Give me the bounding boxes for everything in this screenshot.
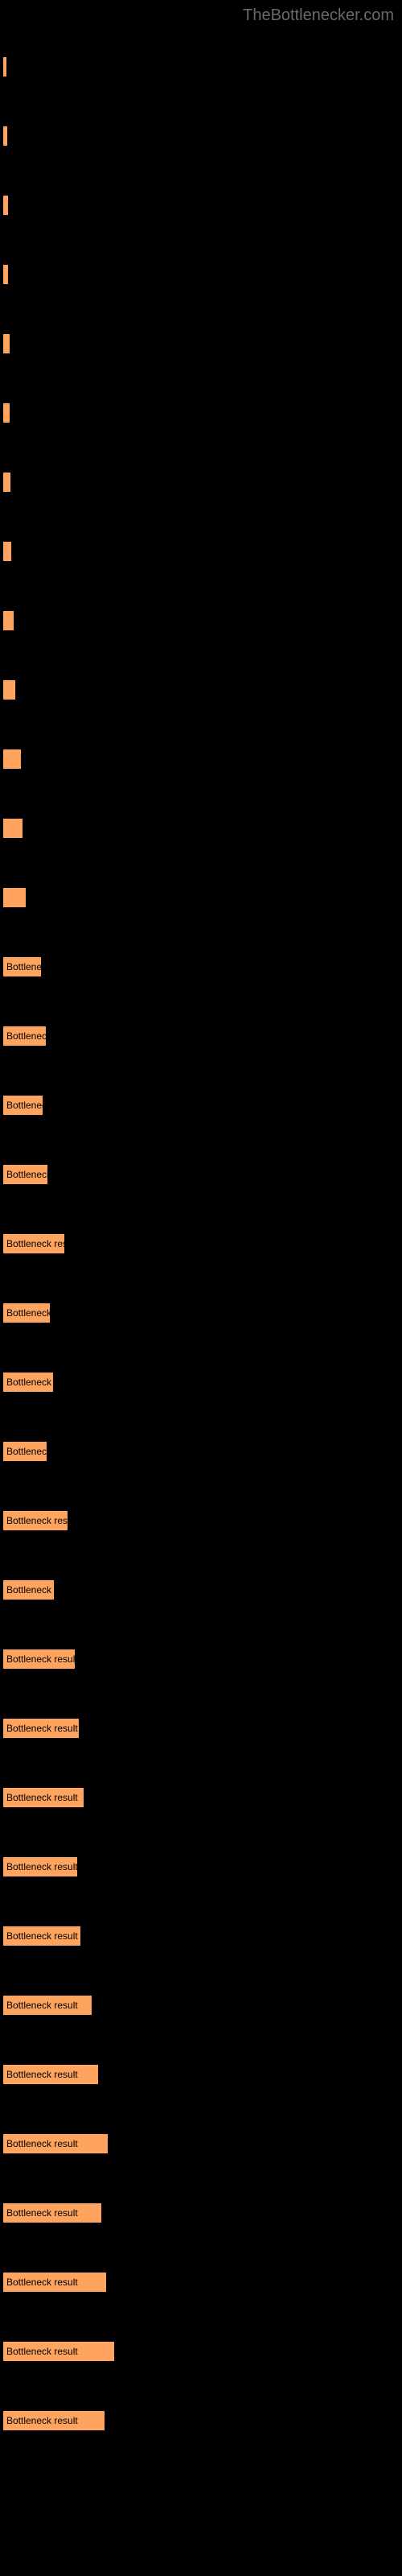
bar-label: Bottleneck result (6, 1723, 78, 1734)
chart-bar: Bottleneck resu (2, 1302, 51, 1323)
chart-bar (2, 195, 9, 216)
bar-row: Bottleneck resu (2, 1164, 402, 1185)
chart-bar (2, 887, 27, 908)
chart-bar: Bottleneck re (2, 1441, 47, 1462)
bar-row: Bottleneck result (2, 2202, 402, 2223)
bar-row: Bottleneck (2, 1095, 402, 1116)
chart-bar (2, 818, 23, 839)
bar-label: Bottleneck result (6, 2277, 78, 2288)
bar-label: Bottleneck result (6, 1238, 65, 1249)
chart-bar: Bottleneck result (2, 2341, 115, 2362)
bar-label: Bottleneck result (6, 1515, 68, 1526)
chart-bar (2, 56, 7, 77)
bar-row (2, 541, 402, 562)
chart-bar: Bottleneck result (2, 2202, 102, 2223)
bar-label: Bottleneck (6, 1100, 43, 1111)
chart-bar: Bottleneck result (2, 1510, 68, 1531)
bar-row (2, 333, 402, 354)
bar-row: Bottleneck result (2, 1926, 402, 1946)
bar-row: Bottleneck resu (2, 1302, 402, 1323)
bar-label: Bottleneck result (6, 2000, 78, 2011)
bar-row (2, 679, 402, 700)
chart-bar: Bottleneck result (2, 1995, 92, 2016)
bar-row (2, 195, 402, 216)
bar-row: Bottleneck result (2, 1718, 402, 1739)
bar-row (2, 126, 402, 147)
bar-row: Bottleneck result (2, 1649, 402, 1670)
chart-bar: Bottleneck result (2, 1372, 54, 1393)
bar-label: Bottleneck resu (6, 1584, 55, 1596)
bar-label: Bottleneck result (6, 1861, 78, 1872)
bar-row (2, 56, 402, 77)
bar-label: Bottleneck res (6, 1030, 47, 1042)
chart-bar: Bottleneck result (2, 1926, 81, 1946)
bar-row (2, 472, 402, 493)
bar-label: Bottleneck result (6, 2138, 78, 2149)
bar-row: Bottleneck resu (2, 1579, 402, 1600)
bar-row (2, 264, 402, 285)
chart-bar: Bottleneck result (2, 2272, 107, 2293)
bar-label: Bottleneck result (6, 2207, 78, 2219)
bar-row: Bottleneck result (2, 1510, 402, 1531)
chart-bar: Bottleneck result (2, 2133, 109, 2154)
bar-chart: Bottlenec Bottleneck res Bottleneck Bottlen… (0, 0, 402, 2431)
chart-bar: Bottleneck result (2, 1856, 78, 1877)
chart-bar (2, 402, 10, 423)
chart-bar (2, 749, 22, 770)
chart-bar: Bottleneck res (2, 1026, 47, 1046)
chart-bar: Bottleneck result (2, 1718, 80, 1739)
bar-label: Bottleneck result (6, 1377, 54, 1388)
bar-row: Bottleneck result (2, 2064, 402, 2085)
chart-bar: Bottleneck result (2, 2410, 105, 2431)
bar-row: Bottleneck res (2, 1026, 402, 1046)
chart-bar (2, 126, 8, 147)
chart-bar (2, 610, 14, 631)
bar-label: Bottleneck resu (6, 1307, 51, 1319)
bar-row (2, 402, 402, 423)
bar-label: Bottleneck re (6, 1446, 47, 1457)
chart-bar (2, 472, 11, 493)
bar-label: Bottleneck result (6, 1930, 78, 1942)
chart-bar: Bottleneck result (2, 1649, 76, 1670)
bar-label: Bottlenec (6, 961, 42, 972)
chart-bar: Bottleneck resu (2, 1164, 48, 1185)
bar-row: Bottleneck result (2, 1372, 402, 1393)
chart-bar (2, 541, 12, 562)
bar-row: Bottleneck result (2, 1856, 402, 1877)
bar-row: Bottleneck result (2, 1233, 402, 1254)
bar-row: Bottleneck result (2, 2272, 402, 2293)
chart-bar (2, 333, 10, 354)
chart-bar (2, 264, 9, 285)
bar-row (2, 610, 402, 631)
bar-row: Bottleneck result (2, 1787, 402, 1808)
watermark-text: TheBottlenecker.com (243, 6, 394, 25)
bar-label: Bottleneck result (6, 1792, 78, 1803)
bar-row (2, 887, 402, 908)
bar-row: Bottleneck result (2, 1995, 402, 2016)
bar-row: Bottleneck result (2, 2133, 402, 2154)
bar-label: Bottleneck result (6, 2346, 78, 2357)
bar-row: Bottleneck re (2, 1441, 402, 1462)
chart-bar: Bottleneck result (2, 2064, 99, 2085)
chart-bar: Bottleneck result (2, 1233, 65, 1254)
bar-row: Bottleneck result (2, 2410, 402, 2431)
bar-row (2, 818, 402, 839)
chart-bar (2, 679, 16, 700)
bar-label: Bottleneck resu (6, 1169, 48, 1180)
chart-bar: Bottleneck (2, 1095, 43, 1116)
bar-row (2, 749, 402, 770)
chart-bar: Bottleneck resu (2, 1579, 55, 1600)
bar-label: Bottleneck result (6, 2415, 78, 2426)
bar-row: Bottleneck result (2, 2341, 402, 2362)
chart-bar: Bottleneck result (2, 1787, 84, 1808)
bar-row: Bottlenec (2, 956, 402, 977)
bar-label: Bottleneck result (6, 2069, 78, 2080)
chart-bar: Bottlenec (2, 956, 42, 977)
bar-label: Bottleneck result (6, 1653, 76, 1665)
